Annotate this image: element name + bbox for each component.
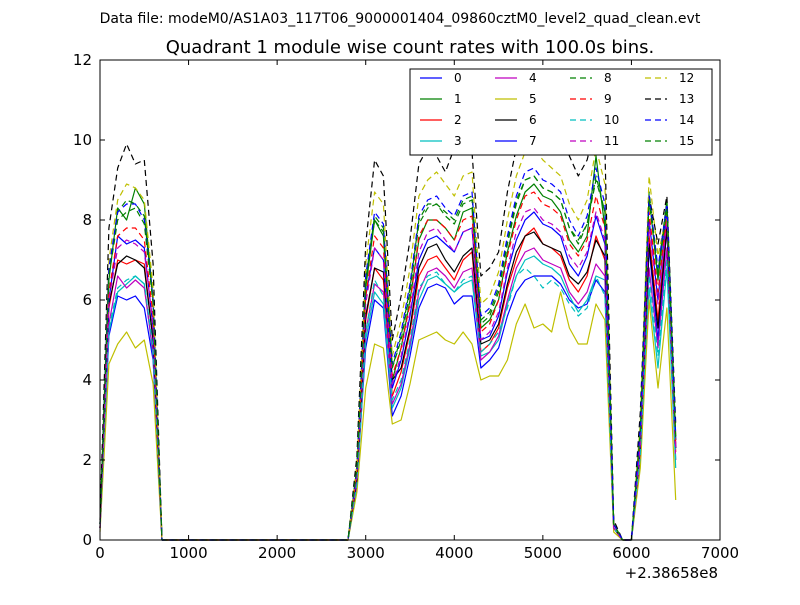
y-tick-label: 0 <box>82 531 92 549</box>
series-line-7 <box>99 207 677 541</box>
legend-label-8: 8 <box>604 71 612 85</box>
x-tick-label: 0 <box>95 544 105 562</box>
legend-label-14: 14 <box>679 113 694 127</box>
legend-label-9: 9 <box>604 92 612 106</box>
legend-label-3: 3 <box>454 134 462 148</box>
figure-suptitle: Data file: modeM0/AS1A03_117T06_90000014… <box>100 11 701 27</box>
legend-label-2: 2 <box>454 113 462 127</box>
y-tick-label: 2 <box>82 451 92 469</box>
series-line-11 <box>99 207 677 541</box>
legend-label-5: 5 <box>529 92 537 106</box>
legend-label-12: 12 <box>679 71 694 85</box>
legend-label-0: 0 <box>454 71 462 85</box>
legend-label-15: 15 <box>679 134 694 148</box>
chart-title: Quadrant 1 module wise count rates with … <box>166 37 655 58</box>
series-line-2 <box>99 219 677 541</box>
legend-frame <box>409 68 713 156</box>
y-tick-label: 6 <box>82 291 92 309</box>
x-tick-label: 6000 <box>612 544 650 562</box>
series-layer <box>99 123 677 541</box>
legend-label-4: 4 <box>529 71 537 85</box>
legend-label-6: 6 <box>529 113 537 127</box>
x-tick-label: 5000 <box>524 544 562 562</box>
x-tick-label: 3000 <box>347 544 385 562</box>
legend-label-13: 13 <box>679 92 694 106</box>
y-tick-label: 8 <box>82 211 92 229</box>
y-tick-label: 10 <box>73 131 92 149</box>
x-tick-label: 2000 <box>258 544 296 562</box>
legend-label-10: 10 <box>604 113 619 127</box>
y-tick-label: 4 <box>82 371 92 389</box>
x-tick-label: 7000 <box>701 544 739 562</box>
x-tick-label: 4000 <box>435 544 473 562</box>
y-tick-label: 12 <box>73 51 92 69</box>
x-tick-label: 1000 <box>169 544 207 562</box>
legend-label-11: 11 <box>604 134 619 148</box>
legend-label-1: 1 <box>454 92 462 106</box>
legend-label-7: 7 <box>529 134 537 148</box>
x-offset-label: +2.38658e8 <box>625 564 718 582</box>
